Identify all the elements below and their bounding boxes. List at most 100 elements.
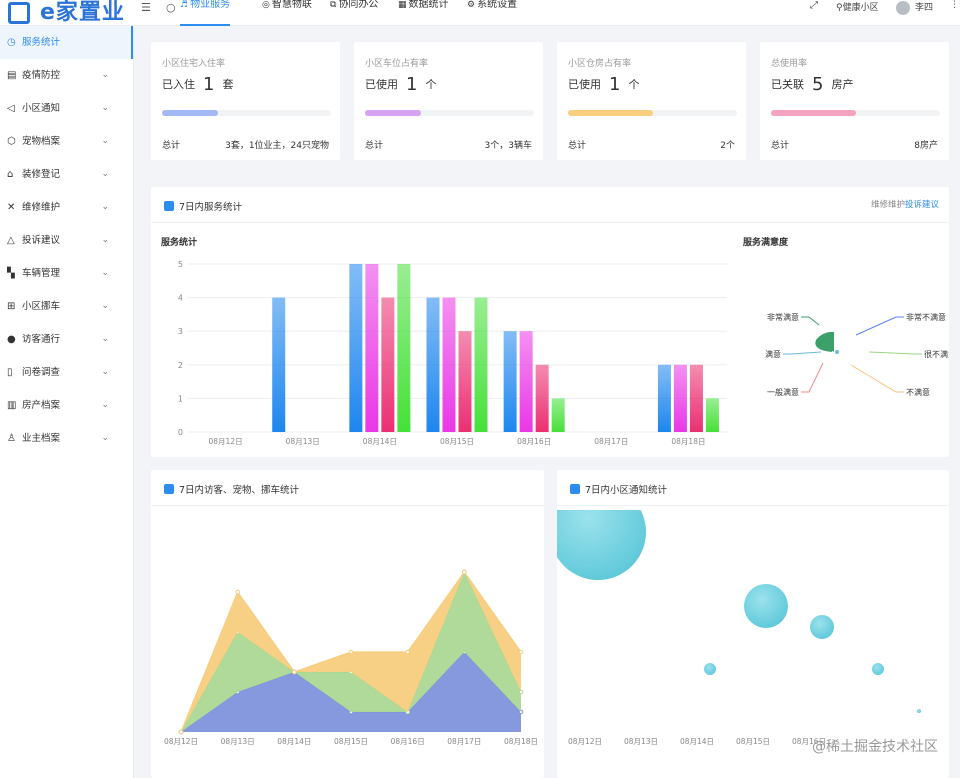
- gear-icon: ⚙: [467, 0, 476, 10]
- area-series[interactable]: [181, 652, 521, 732]
- bar[interactable]: [474, 297, 488, 432]
- bar[interactable]: [657, 364, 671, 432]
- sidebar-item-0[interactable]: ◷ 服务统计: [0, 26, 133, 59]
- x-tick-label: 08月14日: [277, 737, 311, 746]
- tab-4[interactable]: ⚙ 系统设置: [467, 0, 517, 26]
- app-logo[interactable]: e家置业: [8, 0, 125, 26]
- sidebar-item-1[interactable]: ▤ 疫情防控 ⌄: [0, 59, 133, 92]
- bar[interactable]: [426, 297, 440, 432]
- pie-slice[interactable]: [835, 350, 839, 354]
- tab-2[interactable]: ⧉ 协同办公: [330, 0, 378, 26]
- sidebar-item-12[interactable]: ♙ 业主档案 ⌄: [0, 422, 133, 455]
- stat-card-1: 小区车位占有率 已使用 1 个总计 3个，3辆车: [354, 42, 543, 160]
- bar[interactable]: [272, 297, 286, 432]
- user-menu[interactable]: 李四: [896, 0, 933, 15]
- bar[interactable]: [503, 331, 517, 432]
- more-icon[interactable]: ⋮: [950, 0, 959, 10]
- bar[interactable]: [535, 364, 549, 432]
- bar[interactable]: [365, 264, 379, 432]
- y-tick-label: 3: [178, 327, 183, 336]
- chevron-down-icon[interactable]: ⌄: [101, 367, 109, 377]
- area-point[interactable]: [462, 569, 467, 575]
- area-point[interactable]: [292, 669, 297, 675]
- community-selector[interactable]: ⚲健康小区: [836, 0, 879, 13]
- stat-progress-bar: [365, 110, 534, 116]
- iot-icon: ◎: [262, 0, 270, 10]
- chevron-down-icon[interactable]: ⌄: [101, 70, 109, 80]
- chevron-down-icon[interactable]: ⌄: [101, 169, 109, 179]
- stat-title: 小区仓房占有率: [568, 59, 632, 69]
- chevron-down-icon[interactable]: ⌄: [101, 433, 109, 443]
- area-point[interactable]: [235, 589, 240, 595]
- sidebar-item-10[interactable]: ▯ 问卷调查 ⌄: [0, 356, 133, 389]
- sidebar-item-3[interactable]: ⬡ 宠物档案 ⌄: [0, 125, 133, 158]
- chevron-down-icon[interactable]: ⌄: [101, 400, 109, 410]
- bar[interactable]: [381, 297, 395, 432]
- pie-slice[interactable]: [815, 332, 834, 352]
- sidebar-item-7[interactable]: ▚ 车辆管理 ⌄: [0, 257, 133, 290]
- bar[interactable]: [551, 398, 565, 432]
- bubble[interactable]: [744, 584, 788, 628]
- area-point[interactable]: [518, 649, 524, 655]
- pie-label: 一般满意: [767, 387, 799, 397]
- x-tick-label: 08月12日: [568, 737, 602, 746]
- area-point[interactable]: [405, 649, 410, 655]
- x-tick-label: 08月16日: [391, 737, 425, 746]
- tab-1[interactable]: ◎ 智慧物联: [262, 0, 312, 26]
- x-tick-label: 08月17日: [594, 437, 628, 446]
- bubble[interactable]: [872, 663, 884, 675]
- bubble[interactable]: [810, 615, 834, 639]
- tab-label: 系统设置: [477, 0, 518, 10]
- area-series[interactable]: [181, 572, 521, 732]
- stat-title: 总使用率: [771, 59, 808, 69]
- refresh-icon[interactable]: ○: [166, 1, 176, 14]
- bubble[interactable]: [917, 709, 921, 713]
- menu-toggle-icon[interactable]: ☰: [141, 1, 151, 14]
- area-point[interactable]: [178, 729, 184, 735]
- chevron-down-icon[interactable]: ⌄: [101, 103, 109, 113]
- sidebar-item-6[interactable]: △ 投诉建议 ⌄: [0, 224, 133, 257]
- chevron-down-icon[interactable]: ⌄: [101, 268, 109, 278]
- sidebar-item-label: 投诉建议: [22, 235, 61, 246]
- pie-label-line: [801, 316, 820, 326]
- chevron-down-icon[interactable]: ⌄: [101, 202, 109, 212]
- sidebar-item-11[interactable]: ▥ 房产档案 ⌄: [0, 389, 133, 422]
- chevron-down-icon[interactable]: ⌄: [101, 301, 109, 311]
- chevron-down-icon[interactable]: ⌄: [101, 334, 109, 344]
- sidebar-item-5[interactable]: ✕ 维修维护 ⌄: [0, 191, 133, 224]
- tab-3[interactable]: ▦ 数据统计: [398, 0, 449, 26]
- tab-0[interactable]: ♬ 物业服务: [180, 0, 231, 26]
- bar[interactable]: [458, 331, 472, 432]
- area-point[interactable]: [348, 649, 354, 655]
- stat-prefix: 已使用: [568, 78, 601, 91]
- fullscreen-icon[interactable]: ⤢: [810, 0, 818, 11]
- pie-label-line: [783, 351, 822, 355]
- chevron-down-icon[interactable]: ⌄: [101, 235, 109, 245]
- pie-label: 满意: [765, 349, 781, 359]
- sidebar-item-9[interactable]: ● 访客通行 ⌄: [0, 323, 133, 356]
- sidebar-item-4[interactable]: ⌂ 装修登记 ⌄: [0, 158, 133, 191]
- stat-foot-label: 总计: [568, 141, 587, 151]
- chevron-down-icon[interactable]: ⌄: [101, 136, 109, 146]
- x-tick-label: 08月16日: [517, 437, 551, 446]
- tab-complaint[interactable]: 投诉建议: [904, 200, 939, 210]
- bar[interactable]: [689, 364, 703, 432]
- stat-progress-bar: [162, 110, 331, 116]
- bar[interactable]: [442, 297, 456, 432]
- sidebar-item-8[interactable]: ⊞ 小区挪车 ⌄: [0, 290, 133, 323]
- bar[interactable]: [673, 364, 687, 432]
- pie-label-line: [868, 351, 922, 355]
- sidebar-item-label: 维修维护: [22, 202, 61, 213]
- bar[interactable]: [705, 398, 719, 432]
- bar[interactable]: [397, 264, 411, 432]
- notice-bubble-chart: 08月12日 08月13日 08月14日 08月15日 08月16日: [557, 510, 921, 746]
- bubble[interactable]: [557, 510, 646, 580]
- sidebar-item-label: 疫情防控: [22, 70, 61, 81]
- bar[interactable]: [519, 331, 533, 432]
- tab-repair[interactable]: 维修维护: [870, 200, 905, 210]
- tools-icon: ✕: [7, 202, 16, 213]
- stat-value: 1: [203, 74, 215, 95]
- bubble[interactable]: [704, 663, 716, 675]
- bar[interactable]: [349, 264, 363, 432]
- sidebar-item-2[interactable]: ◁ 小区通知 ⌄: [0, 92, 133, 125]
